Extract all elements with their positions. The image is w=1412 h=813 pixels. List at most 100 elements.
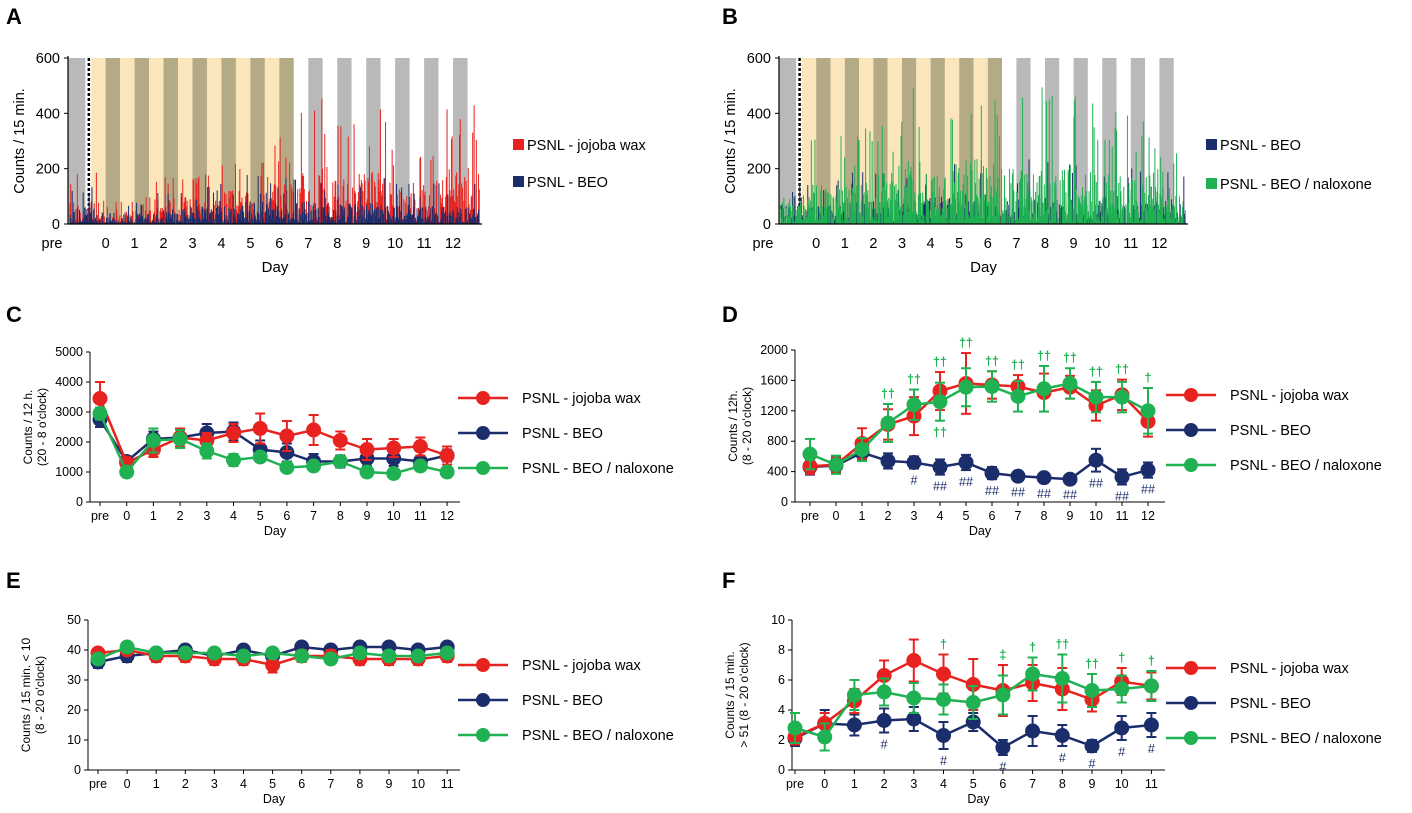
- data-point: [148, 645, 164, 661]
- x-tick-label: 5: [269, 777, 276, 791]
- x-tick-label: 7: [1012, 236, 1020, 252]
- data-point: [359, 464, 375, 480]
- y-axis-title-line: Counts / 15 min.: [723, 651, 737, 738]
- data-point: [787, 720, 803, 736]
- data-point: [381, 648, 397, 664]
- x-tick-label: 11: [1145, 777, 1158, 791]
- panel-a-legend: PSNL - jojoba wax PSNL - BEO: [513, 138, 646, 191]
- data-point: [984, 378, 1000, 394]
- significance-hash: #: [940, 754, 947, 768]
- data-point: [936, 666, 951, 682]
- significance-hash: ##: [1141, 483, 1155, 497]
- legend-label: PSNL - jojoba wax: [1230, 388, 1349, 404]
- light-period: [322, 58, 338, 224]
- data-point: [958, 379, 974, 395]
- x-tick-label: 10: [1115, 777, 1129, 791]
- x-tick-label: pre: [786, 777, 804, 791]
- dark-period: [816, 58, 831, 224]
- x-tick-label: 3: [898, 236, 906, 252]
- x-tick-label: 2: [182, 777, 189, 791]
- data-point: [876, 684, 892, 700]
- data-point: [323, 651, 339, 667]
- x-tick-label: 10: [387, 509, 401, 523]
- legend-marker: [476, 391, 490, 405]
- data-point: [828, 457, 844, 473]
- data-point: [1143, 717, 1159, 733]
- data-point: [279, 445, 295, 460]
- x-tick-label: 1: [851, 777, 858, 791]
- x-tick-label: 12: [1141, 509, 1155, 523]
- data-point: [119, 639, 135, 655]
- y-axis-title-line: > 51 (8 - 20 o'clock): [737, 642, 751, 747]
- dark-period: [959, 58, 974, 224]
- x-tick-label: 1: [131, 236, 139, 252]
- data-point: [1088, 452, 1104, 468]
- x-tick-label: 9: [362, 236, 370, 252]
- x-tick-label: 8: [1059, 777, 1066, 791]
- panel-b-legend: PSNL - BEO PSNL - BEO / naloxone: [1206, 138, 1372, 193]
- data-point: [177, 645, 193, 661]
- x-tick-label: 2: [159, 236, 167, 252]
- panel-label-b: B: [722, 4, 738, 29]
- legend-label-beo: PSNL - BEO: [527, 175, 608, 191]
- significance-hash: ##: [1089, 477, 1103, 491]
- x-tick-label: pre: [89, 777, 107, 791]
- significance-dagger: ††: [1055, 638, 1069, 652]
- legend-label: PSNL - jojoba wax: [522, 391, 641, 407]
- data-point: [846, 717, 862, 733]
- legend-label: PSNL - BEO: [522, 693, 603, 709]
- data-point: [386, 451, 402, 466]
- series-naloxone: [787, 653, 1159, 752]
- y-tick-label: 4: [778, 703, 785, 717]
- data-point: [880, 415, 896, 431]
- data-point: [439, 645, 455, 661]
- x-tick-label: pre: [753, 236, 774, 252]
- x-tick-label: 6: [275, 236, 283, 252]
- significance-hash: ##: [985, 484, 999, 498]
- x-tick-label: 11: [441, 777, 454, 791]
- x-tick-label: 1: [841, 236, 849, 252]
- x-tick-label: 3: [910, 777, 917, 791]
- data-point: [995, 740, 1011, 755]
- y-tick-label: 400: [36, 106, 60, 122]
- legend-label: PSNL - BEO: [1230, 423, 1311, 439]
- x-tick-label: pre: [91, 509, 109, 523]
- significance-dagger: †: [1118, 651, 1125, 665]
- data-point: [876, 713, 892, 728]
- dark-period: [844, 58, 860, 224]
- x-tick-label: 0: [123, 509, 130, 523]
- data-point: [332, 433, 348, 448]
- x-tick-label: 12: [445, 236, 461, 252]
- x-tick-label: 4: [927, 236, 935, 252]
- panel-e-legend: PSNL - jojoba wax PSNL - BEO PSNL - BEO / …: [458, 658, 674, 744]
- data-point: [1010, 388, 1026, 404]
- y-tick-label: 400: [747, 106, 771, 122]
- y-tick-label: 0: [778, 763, 785, 777]
- panel-label-c: C: [6, 302, 22, 327]
- data-point: [984, 465, 1000, 481]
- significance-dagger: †: [940, 638, 947, 652]
- x-tick-label: 4: [230, 509, 237, 523]
- dark-period: [337, 58, 352, 224]
- y-tick-label: 400: [767, 465, 788, 479]
- data-point: [1036, 381, 1052, 397]
- x-tick-label: 7: [327, 777, 334, 791]
- y-tick-label: 0: [763, 217, 771, 233]
- x-tick-label: 0: [124, 777, 131, 791]
- y-tick-label: 2000: [55, 435, 83, 449]
- x-tick-label: 5: [257, 509, 264, 523]
- y-tick-label: 200: [747, 162, 771, 178]
- x-tick-label: pre: [801, 509, 819, 523]
- y-tick-label: 10: [771, 613, 785, 627]
- x-axis-title: Day: [264, 524, 287, 538]
- x-axis-title: Day: [970, 259, 997, 276]
- data-point: [995, 687, 1011, 703]
- x-tick-label: 9: [386, 777, 393, 791]
- data-point: [965, 677, 981, 692]
- x-tick-label: 9: [364, 509, 371, 523]
- legend-label: PSNL - BEO: [522, 426, 603, 442]
- dark-period: [279, 58, 294, 224]
